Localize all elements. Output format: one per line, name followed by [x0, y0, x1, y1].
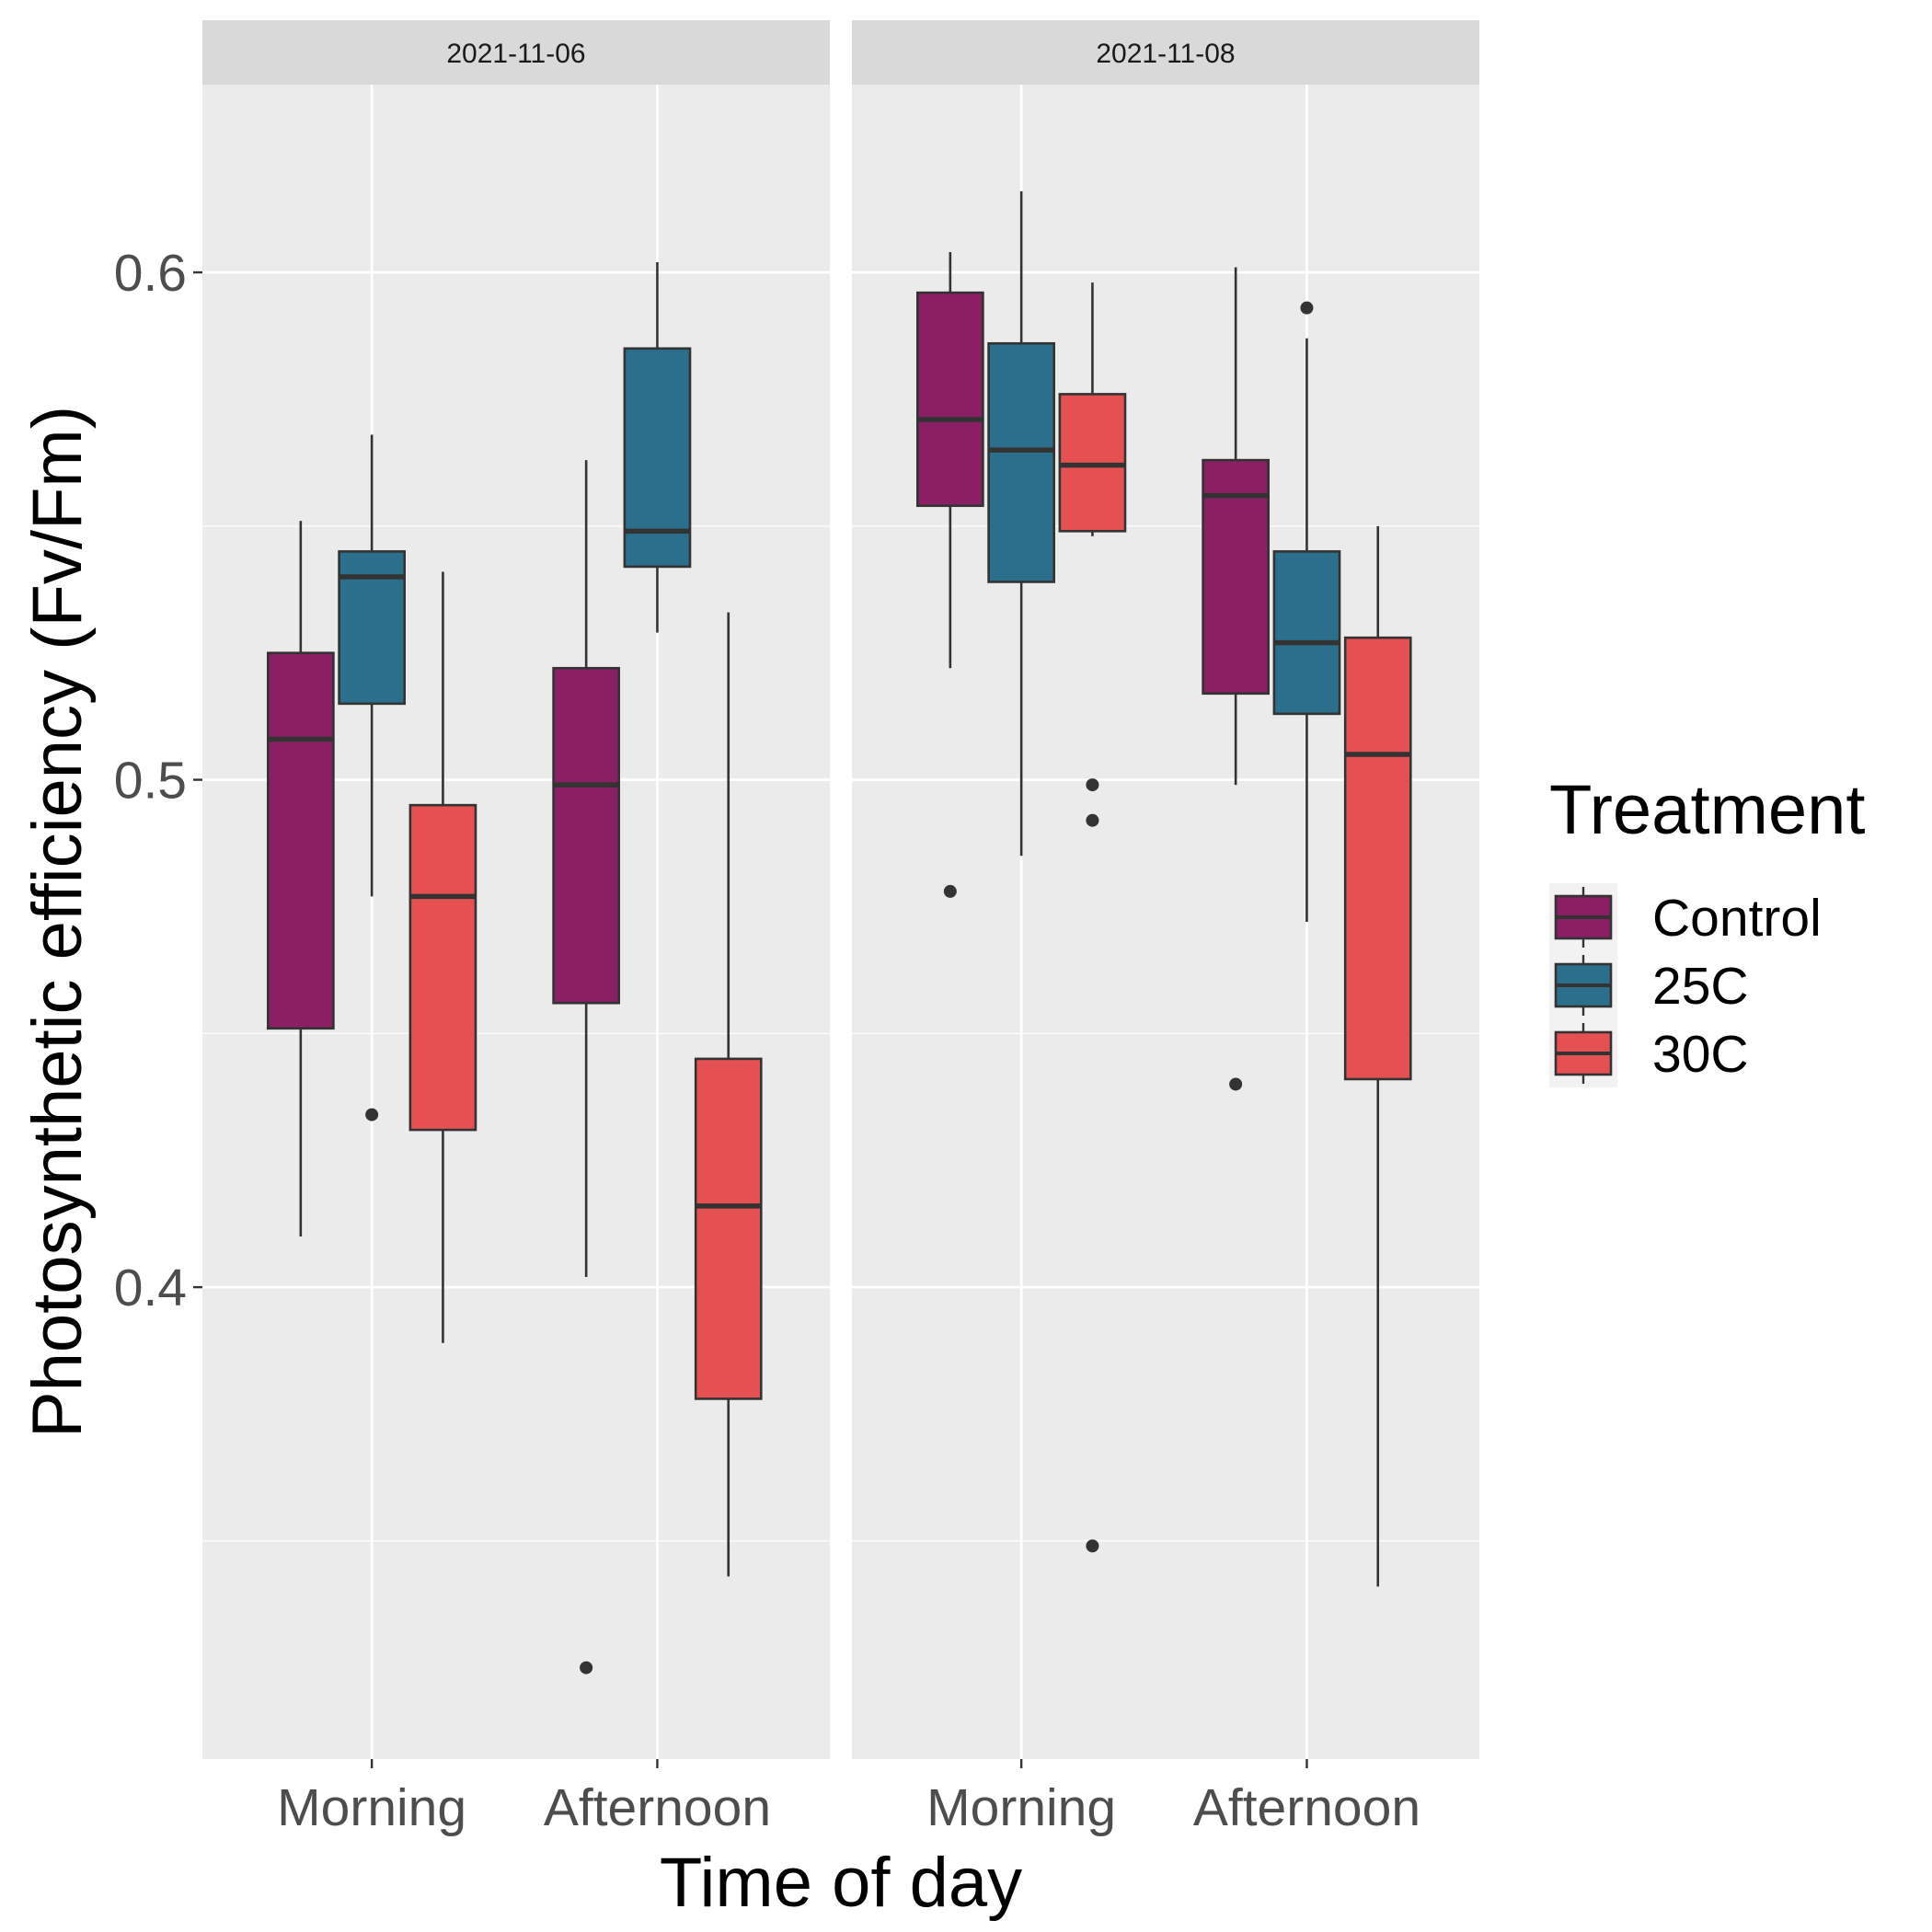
box-iqr	[1202, 458, 1271, 696]
legend-key-25c: 25C	[1549, 951, 1749, 1019]
box-iqr	[552, 666, 621, 1005]
outlier-point	[1229, 1077, 1243, 1091]
box-afternoon-25c	[623, 262, 692, 633]
box-iqr	[915, 291, 984, 508]
panels-layer: 2021-11-06 Morning Afternoon 2021-11-08 Morn…	[202, 20, 1479, 1837]
box-morning-25c	[338, 434, 406, 1121]
y-axis: 0.4 0.5 0.6	[114, 244, 202, 1317]
box-afternoon-control	[1202, 267, 1271, 1091]
facet-panel-2021-11-08: 2021-11-08 Morning Afternoon	[852, 20, 1479, 1837]
legend: Treatment Control 25C 30C	[1549, 771, 1866, 1087]
y-tick-label: 0.4	[114, 1259, 187, 1317]
legend-key-control: Control	[1549, 883, 1822, 951]
x-tick-label: Morning	[926, 1778, 1116, 1837]
box-morning-30c	[1058, 282, 1127, 1553]
x-tick-label: Afternoon	[544, 1778, 771, 1837]
legend-key-30c: 30C	[1549, 1019, 1749, 1087]
x-axis-title: Time of day	[660, 1844, 1022, 1922]
box-morning-control	[266, 521, 335, 1236]
facet-strip	[852, 20, 1479, 85]
box-iqr	[1272, 550, 1341, 716]
outlier-point	[1086, 1539, 1099, 1553]
legend-title: Treatment	[1549, 771, 1866, 849]
box-afternoon-25c	[1272, 301, 1341, 922]
box-afternoon-control	[552, 460, 621, 1674]
outlier-point	[365, 1108, 379, 1121]
box-iqr	[987, 341, 1055, 583]
box-morning-30c	[408, 571, 477, 1343]
outlier-point	[1086, 813, 1099, 827]
y-axis-title: Photosynthetic efficiency (Fv/Fm)	[18, 406, 97, 1438]
x-tick-label: Afternoon	[1193, 1778, 1420, 1837]
box-morning-control	[915, 252, 984, 898]
outlier-point	[943, 884, 957, 898]
legend-label-30c: 30C	[1652, 1025, 1749, 1084]
y-tick-label: 0.5	[114, 752, 187, 811]
facet-strip-label: 2021-11-08	[1096, 39, 1235, 69]
box-iqr	[694, 1057, 763, 1400]
facet-panel-2021-11-06: 2021-11-06 Morning Afternoon	[202, 20, 830, 1837]
box-iqr	[1058, 393, 1127, 533]
box-afternoon-30c	[694, 612, 763, 1577]
legend-label-control: Control	[1652, 889, 1822, 948]
y-tick-label: 0.6	[114, 244, 187, 303]
facet-strip	[202, 20, 830, 85]
facet-strip-label: 2021-11-06	[446, 39, 585, 69]
box-morning-25c	[987, 190, 1055, 857]
outlier-point	[1086, 778, 1099, 792]
box-iqr	[408, 803, 477, 1132]
outlier-point	[1300, 301, 1314, 315]
x-tick-label: Morning	[277, 1778, 466, 1837]
legend-label-25c: 25C	[1652, 957, 1749, 1016]
box-afternoon-30c	[1343, 525, 1412, 1587]
box-iqr	[266, 651, 335, 1030]
box-iqr	[623, 347, 692, 569]
outlier-point	[580, 1661, 593, 1674]
box-iqr	[1343, 636, 1412, 1081]
box-iqr	[338, 550, 406, 706]
